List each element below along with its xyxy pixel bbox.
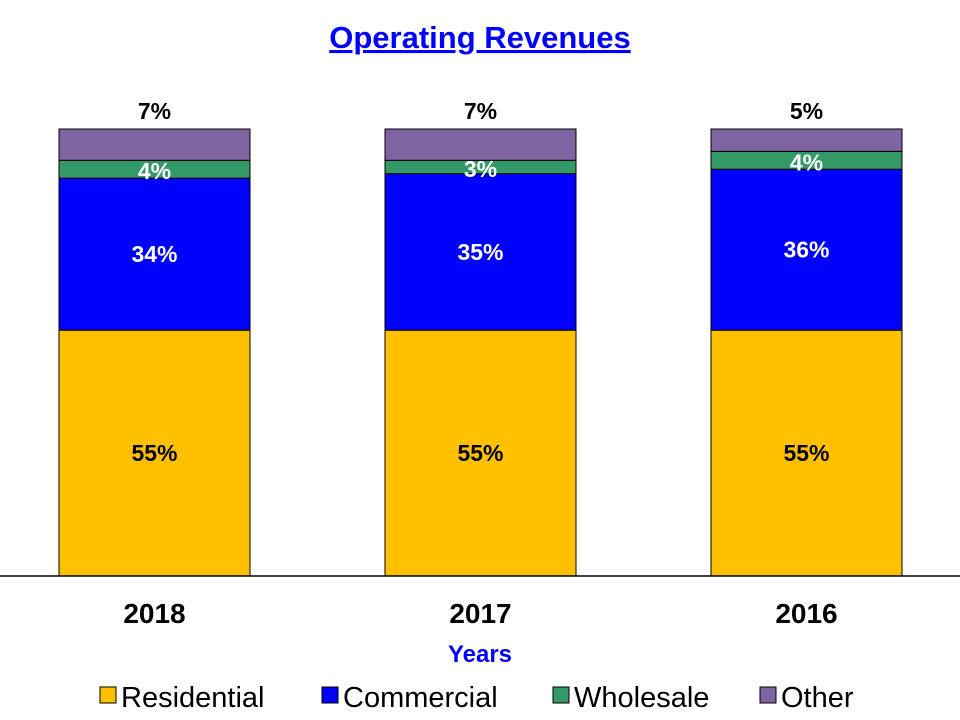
data-label-residential-2017: 55%	[457, 440, 503, 466]
bar-other-2016	[710, 128, 903, 152]
x-tick-label: 2017	[449, 598, 511, 629]
data-label-wholesale-2018: 4%	[138, 158, 171, 184]
data-label-other-2017: 7%	[464, 98, 497, 124]
data-label-residential-2018: 55%	[131, 440, 177, 466]
data-label-commercial-2017: 35%	[457, 239, 503, 265]
legend-label-other: Other	[781, 682, 854, 714]
legend: Residential Commercial Wholesale Other	[99, 682, 854, 714]
bar-commercial-2018	[58, 177, 251, 331]
bar-residential-2017	[384, 329, 577, 577]
bar-other-2017	[384, 128, 577, 161]
data-label-commercial-2016: 36%	[783, 237, 829, 263]
legend-swatch-wholesale	[552, 686, 570, 704]
bar-commercial-2016	[710, 168, 903, 331]
bar-commercial-2017	[384, 173, 577, 331]
legend-swatch-residential	[99, 686, 117, 704]
legend-swatch-commercial	[321, 686, 339, 704]
chart-title: Operating Revenues	[329, 20, 630, 55]
data-label-other-2016: 5%	[790, 98, 823, 124]
x-axis-label: Years	[448, 641, 512, 668]
x-tick-label: 2018	[123, 598, 185, 629]
x-tick-label: 2016	[775, 598, 837, 629]
data-label-wholesale-2016: 4%	[790, 149, 823, 175]
data-label-commercial-2018: 34%	[131, 241, 177, 267]
legend-label-wholesale: Wholesale	[574, 682, 709, 714]
data-label-other-2018: 7%	[138, 98, 171, 124]
legend-label-residential: Residential	[121, 682, 264, 714]
legend-label-commercial: Commercial	[343, 682, 498, 714]
bar-residential-2018	[58, 329, 251, 577]
bar-other-2018	[58, 128, 251, 161]
data-label-residential-2016: 55%	[783, 440, 829, 466]
legend-swatch-other	[759, 686, 777, 704]
